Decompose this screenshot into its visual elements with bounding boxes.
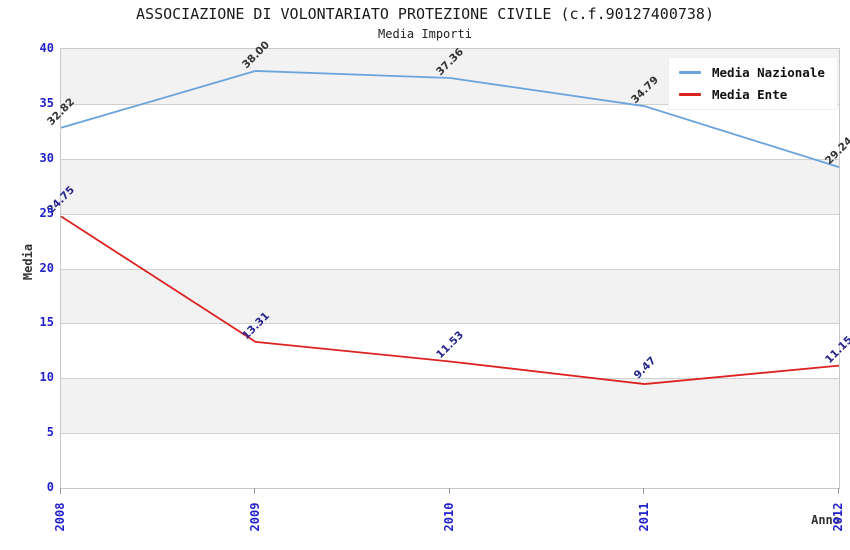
chart-title: ASSOCIAZIONE DI VOLONTARIATO PROTEZIONE … (136, 5, 714, 23)
series-line (60, 215, 840, 385)
legend: Media Nazionale Media Ente (668, 57, 838, 110)
series-line (60, 70, 840, 168)
gridline (61, 158, 839, 160)
x-tickmark (837, 488, 839, 494)
plot-band (61, 158, 839, 214)
x-tick-label: 2012 (831, 502, 845, 532)
legend-item-media-nazionale: Media Nazionale (679, 65, 825, 80)
x-tickmark (643, 488, 644, 494)
y-tick-label: 25 (39, 205, 54, 220)
y-tick-label: 35 (39, 95, 54, 110)
y-tick-label: 5 (46, 425, 54, 440)
media-nazionale-line-swatch (679, 71, 701, 74)
x-tick-label: 2009 (247, 502, 262, 532)
gridline (61, 103, 839, 105)
plot-band (61, 268, 839, 324)
legend-item-media-ente: Media Ente (679, 87, 825, 102)
legend-label-media-ente: Media Ente (712, 87, 788, 102)
gridline (61, 433, 839, 435)
chart-subtitle: Media Importi (378, 27, 472, 41)
gridline (61, 213, 839, 215)
plot-band (61, 323, 839, 379)
x-tick-label: 2010 (442, 502, 456, 532)
y-tick-label: 20 (39, 260, 54, 275)
plot-band (61, 378, 839, 434)
series-lines (60, 70, 840, 385)
x-tickmark (448, 488, 450, 494)
x-tick-label: 2011 (636, 502, 651, 532)
y-tick-label: 30 (39, 150, 54, 165)
gridline (61, 378, 839, 380)
media-ente-line-swatch (679, 93, 701, 96)
plot-band (61, 103, 839, 159)
x-axis-title: Anno (811, 513, 840, 527)
legend-label-media-nazionale: Media Nazionale (712, 65, 825, 80)
y-tick-label: 15 (39, 315, 54, 330)
plot-band (61, 213, 839, 269)
x-tick-label: 2008 (53, 502, 67, 532)
y-tick-label: 40 (39, 41, 54, 55)
gridline (61, 323, 839, 325)
gridline (61, 268, 839, 270)
y-tick-label: 0 (46, 480, 54, 494)
plot-band (61, 433, 839, 488)
y-tick-label: 10 (39, 370, 54, 385)
plot-area: 32.82 38.00 37.36 34.79 29.24 24.75 13.31 11.53… (45, 39, 850, 489)
x-tickmark (59, 488, 61, 494)
x-tickmark (254, 488, 255, 494)
